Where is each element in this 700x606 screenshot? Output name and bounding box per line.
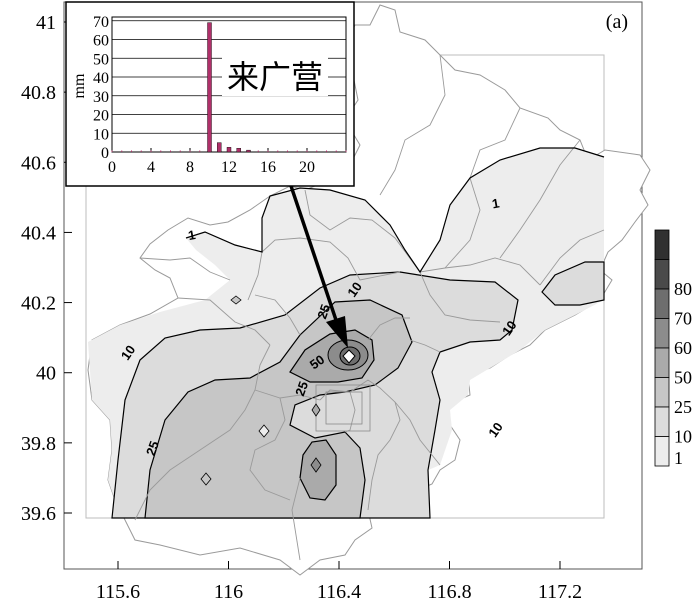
y-tick-label: 39.8: [21, 433, 56, 455]
colorbar-label: 1: [674, 448, 683, 468]
colorbar-segment: [654, 406, 670, 437]
inset-hour-dot: [160, 150, 162, 152]
inset-y-tick-label: 50: [93, 51, 109, 68]
inset-hour-dot: [306, 150, 308, 152]
inset-y-tick-label: 0: [101, 145, 109, 162]
local-markers: [200, 295, 322, 486]
contour-label: 25: [292, 379, 311, 398]
station-arrow: [287, 179, 348, 348]
x-tick-label: 116.8: [427, 581, 471, 603]
contour-label: 10: [344, 279, 365, 299]
colorbar-segment: [654, 229, 670, 260]
inset-bar: [226, 147, 232, 153]
colorbar-segment: [654, 318, 670, 349]
y-tick-label: 40: [36, 363, 56, 385]
contour-label: 10: [118, 342, 139, 362]
inset-hour-dot: [277, 150, 279, 152]
y-tick-label: 39.6: [21, 503, 56, 525]
inset-x-tick-label: 0: [108, 159, 116, 176]
contour-label: 1: [187, 227, 197, 243]
inset-hour-dot: [326, 150, 327, 152]
colorbar: 110 25 50 60 70 80: [654, 229, 692, 468]
y-tick-label: 40.4: [21, 222, 56, 244]
inset-title-background: [222, 54, 328, 96]
inset-title: 来广营: [227, 59, 323, 95]
y-tick-label: 40.8: [21, 82, 56, 104]
colorbar-segment: [654, 377, 670, 408]
x-axis-ticks: 115.6 116 116.4 116.8 117.2: [96, 561, 582, 603]
inset-hour-dot: [296, 150, 298, 152]
inset-hour-dot: [150, 150, 152, 152]
y-axis-ticks: 39.6 39.8 40 40.2 40.4 40.6 40.8 41: [21, 12, 72, 525]
inset-hour-dot: [170, 150, 171, 152]
district-boundaries: [134, 54, 605, 561]
contour-fill-10-east: [541, 261, 605, 306]
inset-x-tick-label: 16: [260, 159, 276, 176]
inset-hour-dot: [189, 150, 191, 152]
inset-y-tick-label: 30: [93, 89, 109, 106]
inset-hour-dot: [140, 150, 142, 152]
inset-y-tick-label: 70: [93, 14, 109, 31]
contour-lines-1: [185, 147, 605, 274]
colorbar-label: 80: [674, 279, 692, 299]
contour-label: 25: [143, 439, 162, 458]
inset-ylabel: mm: [71, 73, 88, 98]
inset-hour-dot: [287, 150, 288, 152]
inset-hour-dot: [257, 150, 259, 152]
colorbar-segment: [654, 347, 670, 378]
inset-x-tick-label: 4: [147, 159, 155, 176]
contour-label: 50: [307, 352, 327, 373]
inset-hour-dot: [335, 150, 337, 152]
contour-label: 10: [499, 318, 520, 338]
x-tick-label: 117.2: [538, 581, 582, 603]
inset-x-tick-label: 12: [221, 159, 237, 176]
inset-hour-dot: [179, 150, 181, 152]
contour-label: 10: [485, 420, 506, 440]
inset-y-tick-label: 20: [93, 108, 109, 125]
x-tick-label: 116: [214, 581, 243, 603]
colorbar-label: 50: [674, 368, 692, 388]
station-marker[interactable]: [342, 349, 356, 364]
inset-hour-dot: [121, 150, 123, 152]
colorbar-label: 60: [674, 338, 692, 358]
panel-label: (a): [606, 11, 628, 33]
inset-hour-dot: [131, 150, 132, 152]
inset-x-tick-label: 8: [186, 159, 194, 176]
colorbar-label: 10: [674, 427, 692, 447]
inset-hour-dot: [111, 150, 113, 152]
colorbar-label: 25: [674, 397, 692, 417]
inset-y-tick-label: 40: [93, 70, 109, 87]
inset-x-tick-label: 20: [299, 159, 315, 176]
colorbar-segment: [654, 436, 670, 467]
inset-y-tick-label: 60: [93, 33, 109, 50]
contour-label: 25: [314, 302, 333, 321]
inset-hour-dot: [345, 150, 347, 152]
colorbar-label: 70: [674, 309, 692, 329]
y-tick-label: 40.2: [21, 293, 56, 315]
contour-label: 1: [491, 195, 501, 211]
inset-bar: [207, 22, 212, 153]
inset-bar: [217, 142, 222, 153]
inset-bar: [236, 148, 241, 153]
y-tick-label: 40.6: [21, 152, 56, 174]
inset-hour-dot: [267, 150, 269, 152]
inset-bar: [246, 149, 251, 153]
contour-labels: 1 1 10 10 10 10 25 25 25 50: [118, 195, 520, 457]
x-tick-label: 116.4: [317, 581, 361, 603]
inset-hour-dot: [199, 150, 201, 152]
y-tick-label: 41: [36, 12, 56, 34]
colorbar-segment: [654, 288, 670, 319]
inset-y-tick-label: 10: [93, 126, 109, 143]
x-tick-label: 115.6: [96, 581, 140, 603]
colorbar-segment: [654, 259, 670, 290]
inset-hour-dot: [316, 150, 318, 152]
contour-fill-50-south: [299, 439, 337, 501]
